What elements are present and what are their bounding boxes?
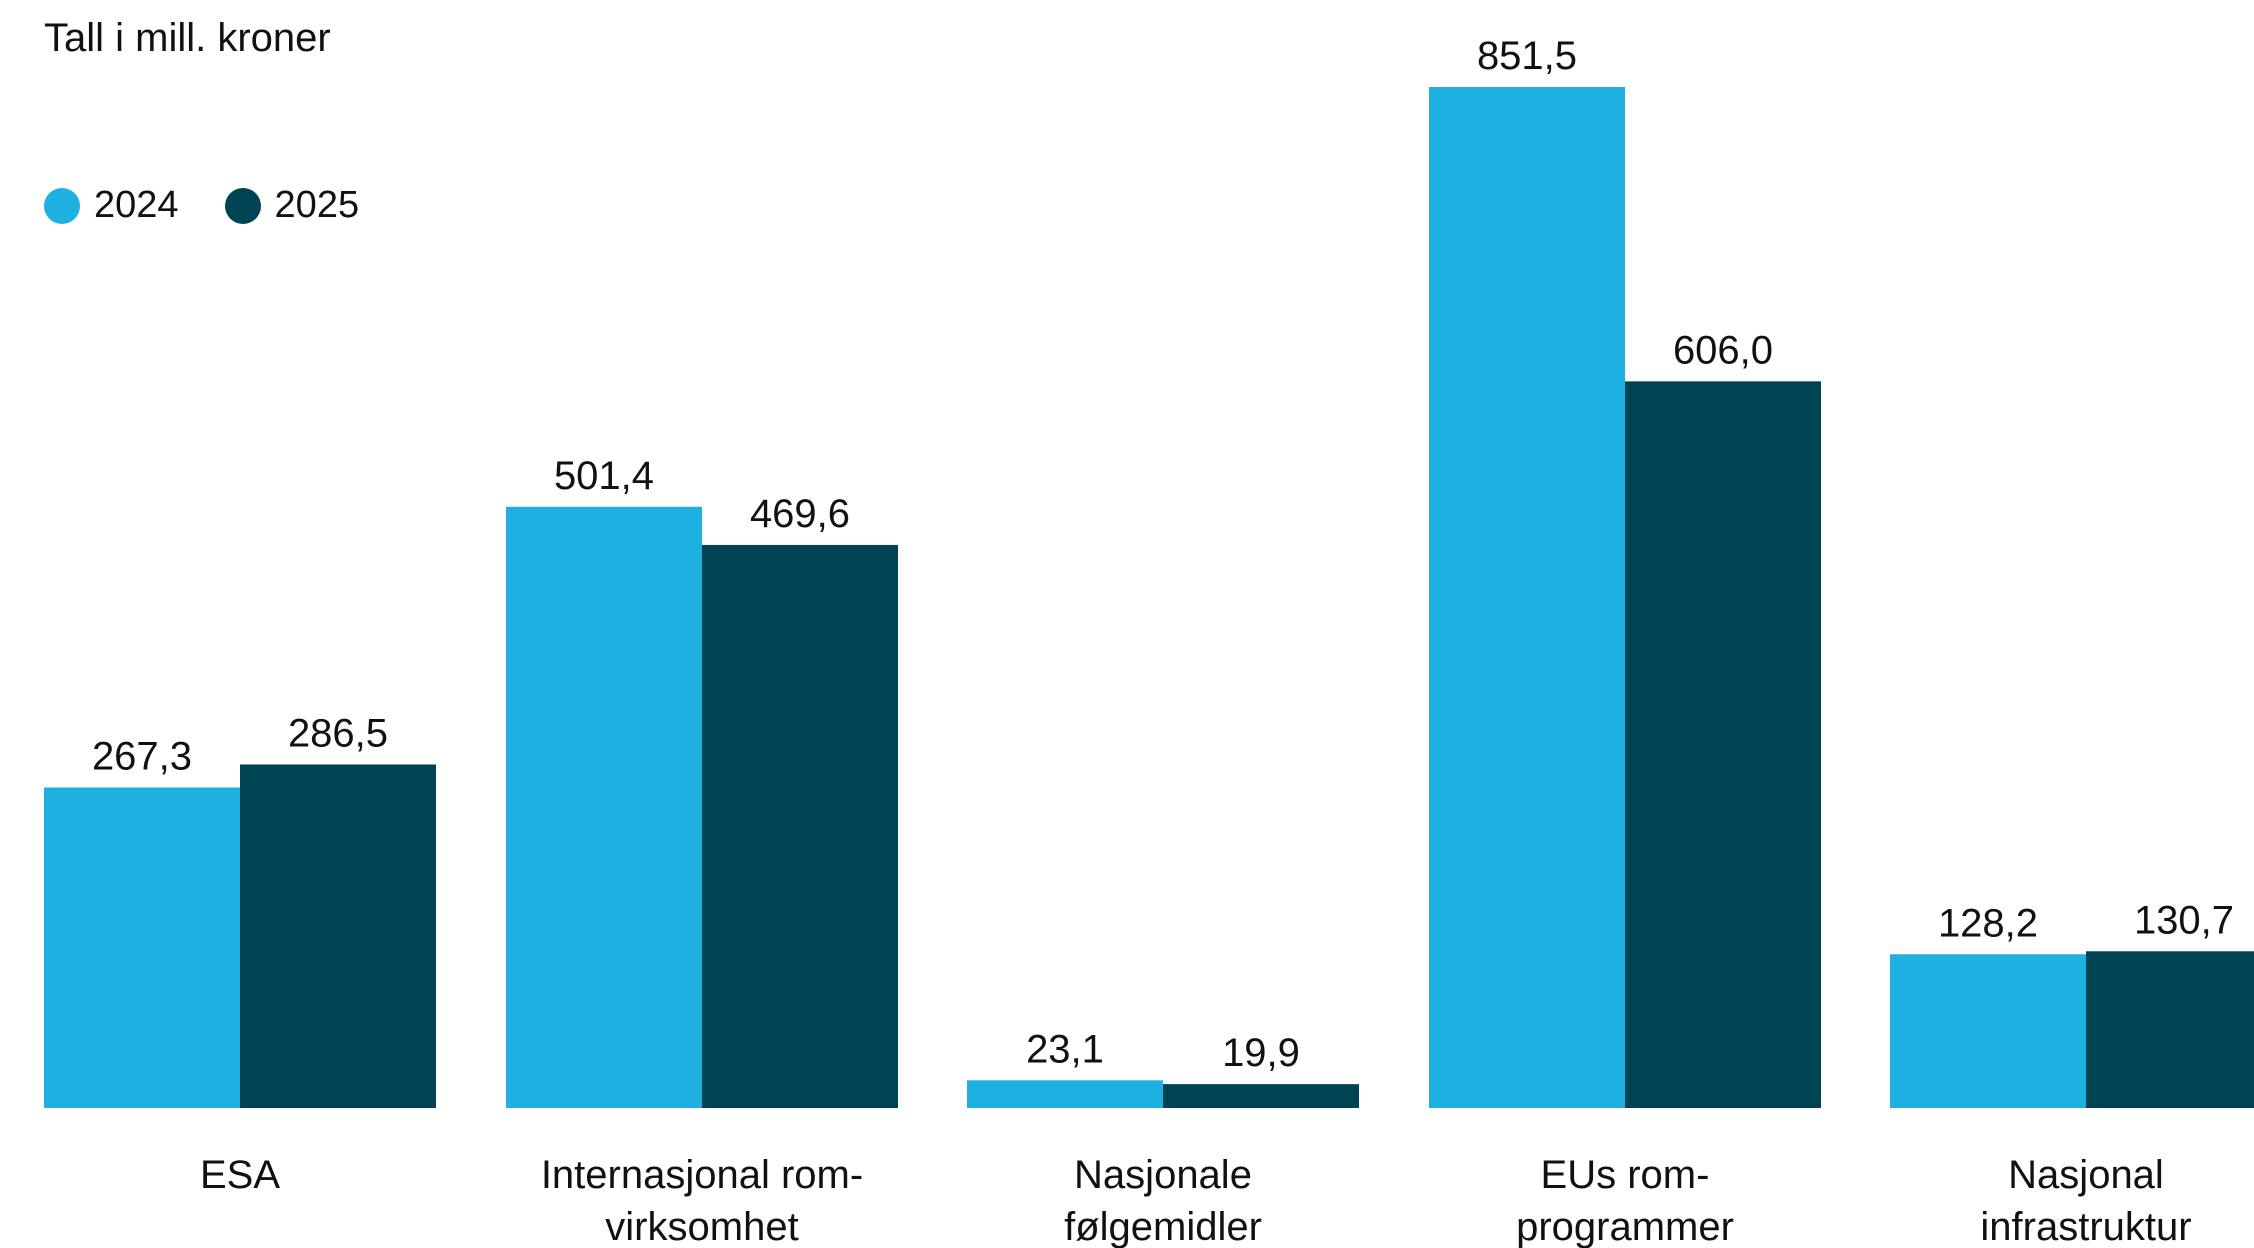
data-label-2024-0: 267,3	[92, 734, 192, 778]
bar-2024-4	[1890, 954, 2086, 1108]
bar-2025-3	[1625, 381, 1821, 1108]
category-label-2: følgemidler	[1064, 1205, 1262, 1248]
legend-label-2025: 2025	[274, 184, 360, 226]
legend-swatch-2024	[44, 187, 80, 224]
bar-2024-3	[1429, 87, 1625, 1108]
data-label-2025-0: 286,5	[288, 711, 388, 755]
category-label-1: Internasjonal rom-	[541, 1153, 863, 1197]
category-label-1: virksomhet	[605, 1205, 798, 1248]
bar-2025-1	[702, 544, 898, 1108]
bar-2024-2	[967, 1080, 1163, 1108]
legend-label-2024: 2024	[94, 184, 179, 226]
bar-2024-1	[506, 506, 702, 1108]
bar-2025-0	[240, 764, 436, 1108]
legend-item-2024: 2024	[44, 184, 179, 227]
unit-label: Tall i mill. kroner	[44, 16, 331, 60]
bar-2025-2	[1163, 1084, 1359, 1108]
data-label-2024-3: 851,5	[1477, 34, 1577, 78]
category-label-0: ESA	[200, 1153, 280, 1197]
category-label-4: Nasjonal	[2008, 1153, 2164, 1197]
category-label-3: EUs rom-	[1541, 1153, 1710, 1197]
legend-item-2025: 2025	[224, 184, 360, 227]
legend-swatch-2025	[224, 187, 261, 224]
data-label-2025-3: 606,0	[1673, 328, 1773, 372]
bar-2024-0	[44, 787, 240, 1108]
data-label-2025-1: 469,6	[750, 492, 850, 536]
data-label-2024-1: 501,4	[554, 454, 654, 498]
data-label-2025-4: 130,7	[2134, 898, 2234, 942]
data-label-2024-2: 23,1	[1026, 1027, 1104, 1071]
category-label-2: Nasjonale	[1074, 1153, 1252, 1197]
bar-2025-4	[2086, 951, 2254, 1108]
legend: 2024 2025	[44, 184, 405, 227]
category-label-3: programmer	[1516, 1205, 1734, 1248]
data-label-2025-2: 19,9	[1222, 1031, 1300, 1075]
data-label-2024-4: 128,2	[1938, 901, 2038, 945]
category-label-4: infrastruktur	[1980, 1205, 2191, 1248]
